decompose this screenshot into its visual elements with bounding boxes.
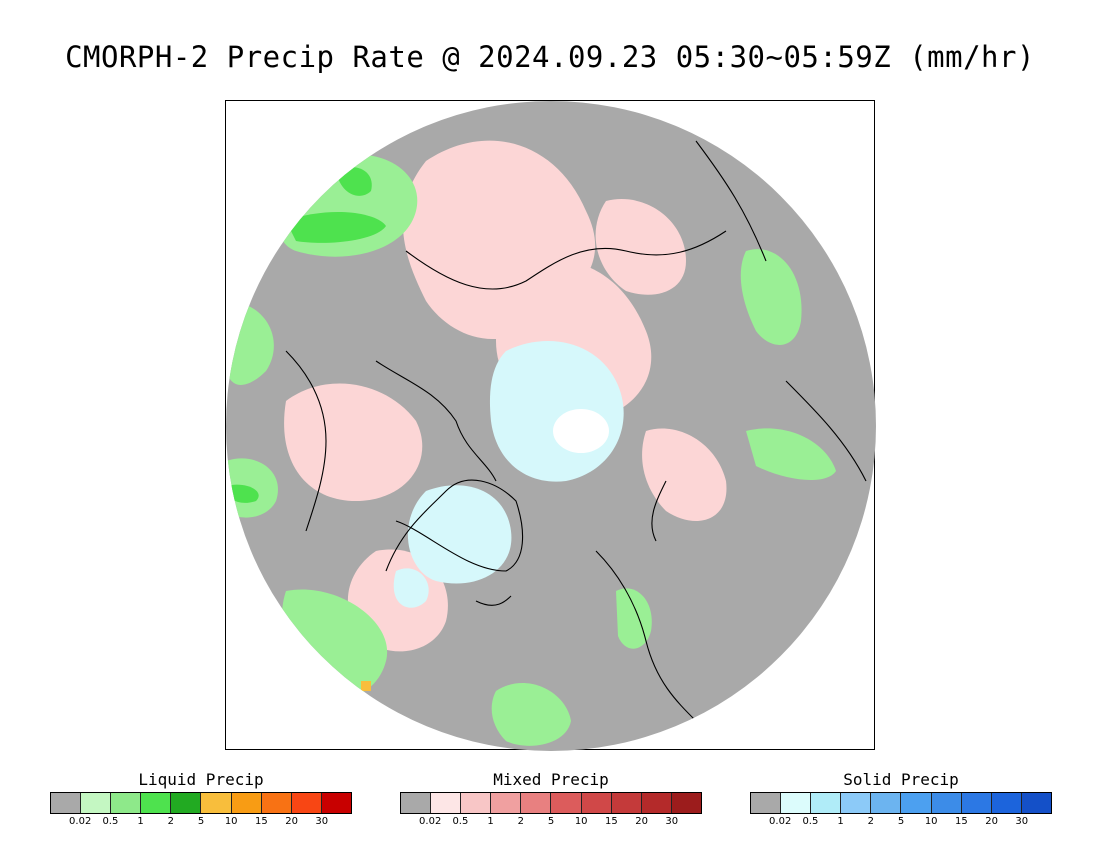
legend-swatch-liquid-6 (231, 793, 262, 813)
legend-tick-solid-4: 5 (897, 816, 905, 827)
legend-tick-mixed-7: 20 (635, 816, 648, 827)
legend-swatch-mixed-5 (551, 793, 582, 813)
legend-tick-liquid-7: 20 (285, 816, 298, 827)
legend-swatch-mixed-6 (581, 793, 612, 813)
legend-tick-liquid-4: 5 (197, 816, 205, 827)
legend-swatch-mixed-1 (431, 793, 462, 813)
legend-tick-liquid-6: 15 (255, 816, 268, 827)
legend-tick-solid-0: 0.02 (769, 816, 792, 827)
legend-tick-solid-3: 2 (867, 816, 874, 827)
legend-swatch-liquid-1 (81, 793, 112, 813)
legend-swatch-solid-2 (811, 793, 842, 813)
legend-tick-solid-1: 0.5 (802, 816, 819, 827)
legend-swatch-mixed-7 (611, 793, 642, 813)
legend-swatch-liquid-3 (141, 793, 172, 813)
legend-tick-solid-2: 1 (837, 816, 844, 827)
legend-swatch-liquid-0 (51, 793, 82, 813)
legend-title-liquid: Liquid Precip (138, 770, 264, 789)
legend-ticks-solid: 0.02 0.5 1 2 5 10 15 20 30 (750, 814, 1052, 828)
legend-swatch-liquid-5 (201, 793, 232, 813)
legend-swatch-mixed-0 (401, 793, 432, 813)
legend-tick-solid-7: 20 (985, 816, 998, 827)
legend-swatch-mixed-9 (671, 793, 701, 813)
legend-swatch-solid-4 (871, 793, 902, 813)
legend-bar-liquid (50, 792, 352, 814)
legend-mixed: Mixed Precip 0.02 0.5 1 2 5 10 15 20 30 (400, 770, 702, 828)
legend-tick-liquid-1: 0.5 (102, 816, 119, 827)
polar-map (225, 100, 876, 751)
legend-swatch-solid-1 (781, 793, 812, 813)
legend-tick-liquid-5: 10 (224, 816, 238, 827)
legend-swatch-solid-9 (1021, 793, 1051, 813)
legend-tick-mixed-5: 10 (574, 816, 588, 827)
legend-tick-mixed-2: 1 (487, 816, 494, 827)
legend-swatch-solid-6 (931, 793, 962, 813)
legend-tick-liquid-0: 0.02 (69, 816, 92, 827)
map-canvas (226, 101, 876, 751)
legend-tick-mixed-1: 0.5 (452, 816, 469, 827)
legend-swatch-mixed-3 (491, 793, 522, 813)
legend-swatch-solid-5 (901, 793, 932, 813)
legend-swatch-liquid-8 (291, 793, 322, 813)
legend-swatch-liquid-2 (111, 793, 142, 813)
solid-precip-core (553, 409, 609, 453)
legend-liquid: Liquid Precip 0.02 0.5 1 2 5 10 15 20 30 (50, 770, 352, 828)
legend-tick-liquid-2: 1 (137, 816, 144, 827)
legend-bar-solid (750, 792, 1052, 814)
legend-bar-mixed (400, 792, 702, 814)
legend-tick-solid-6: 15 (955, 816, 968, 827)
legend-swatch-solid-3 (841, 793, 872, 813)
legend-swatch-liquid-4 (171, 793, 202, 813)
legend-tick-mixed-6: 15 (605, 816, 618, 827)
coastlines (285, 140, 867, 722)
legend-tick-solid-8: 30 (1015, 816, 1029, 827)
legend-tick-liquid-3: 2 (167, 816, 174, 827)
legend-tick-mixed-0: 0.02 (419, 816, 442, 827)
legend-ticks-liquid: 0.02 0.5 1 2 5 10 15 20 30 (50, 814, 352, 828)
legend-swatch-mixed-2 (461, 793, 492, 813)
legend-swatch-mixed-8 (641, 793, 672, 813)
legend-tick-mixed-8: 30 (665, 816, 679, 827)
legend-title-solid: Solid Precip (843, 770, 959, 789)
legend-swatch-liquid-9 (321, 793, 351, 813)
legend-swatch-solid-8 (991, 793, 1022, 813)
legend-title-mixed: Mixed Precip (493, 770, 609, 789)
legend-ticks-mixed: 0.02 0.5 1 2 5 10 15 20 30 (400, 814, 702, 828)
liquid-precip-heavy-spot (361, 681, 371, 691)
legend-tick-mixed-3: 2 (517, 816, 524, 827)
legend-swatch-liquid-7 (261, 793, 292, 813)
legend-swatch-solid-0 (751, 793, 782, 813)
page-title: CMORPH-2 Precip Rate @ 2024.09.23 05:30~… (65, 40, 1035, 74)
legend-solid: Solid Precip 0.02 0.5 1 2 5 10 15 20 30 (750, 770, 1052, 828)
legend-tick-solid-5: 10 (924, 816, 938, 827)
legend-tick-mixed-4: 5 (547, 816, 555, 827)
legend-swatch-solid-7 (961, 793, 992, 813)
legend-swatch-mixed-4 (521, 793, 552, 813)
legend-tick-liquid-8: 30 (315, 816, 329, 827)
